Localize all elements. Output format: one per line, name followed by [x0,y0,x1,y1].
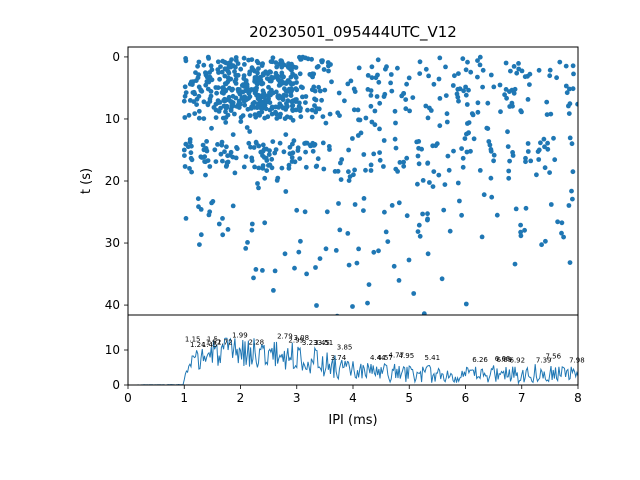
svg-text:5: 5 [405,391,413,405]
svg-text:1.24: 1.24 [190,341,206,349]
svg-text:0: 0 [124,391,132,405]
svg-text:7.39: 7.39 [536,357,552,365]
svg-text:4.44: 4.44 [370,354,386,362]
svg-text:6.69: 6.69 [497,356,513,364]
svg-text:40: 40 [105,298,120,312]
svg-text:6: 6 [462,391,470,405]
svg-text:8: 8 [574,391,582,405]
svg-text:20: 20 [105,174,120,188]
peak-annotations: 1.151.241.451.51.521.721.992.282.792.993… [185,331,585,364]
svg-text:1.72: 1.72 [217,338,233,346]
ipi-line [128,337,578,385]
svg-text:4.57: 4.57 [377,354,393,362]
svg-text:0: 0 [112,378,120,392]
svg-text:3.08: 3.08 [294,334,310,342]
svg-text:3.45: 3.45 [314,339,330,347]
svg-text:3.74: 3.74 [331,354,347,362]
svg-text:6.92: 6.92 [510,356,526,364]
svg-text:3.51: 3.51 [318,339,334,347]
svg-text:4: 4 [349,391,357,405]
svg-text:2: 2 [237,391,245,405]
svg-text:6.26: 6.26 [472,356,488,364]
figure-title: 20230501_095444UTC_V12 [249,23,457,42]
svg-text:1.99: 1.99 [232,331,248,339]
svg-text:5.41: 5.41 [425,354,441,362]
svg-text:1.52: 1.52 [206,338,222,346]
svg-text:4.95: 4.95 [399,352,415,360]
svg-text:7.98: 7.98 [569,357,585,365]
svg-text:30: 30 [105,236,120,250]
scatter-points [181,54,578,315]
svg-text:2.28: 2.28 [249,338,265,346]
svg-text:1.5: 1.5 [207,336,218,344]
svg-text:1.15: 1.15 [185,336,201,344]
svg-text:3.23: 3.23 [302,339,318,347]
x-axis-label: IPI (ms) [328,413,377,428]
svg-text:7: 7 [518,391,526,405]
axis-ticks: 0 1 2 3 4 5 6 7 8 0 10 20 30 40 0 10 [105,50,582,405]
svg-text:10: 10 [105,343,120,357]
svg-text:6.66: 6.66 [495,355,511,363]
svg-text:1.45: 1.45 [202,341,218,349]
svg-text:2.99: 2.99 [288,337,304,345]
svg-text:1: 1 [180,391,188,405]
svg-text:4.77: 4.77 [389,351,405,359]
svg-text:3: 3 [293,391,301,405]
svg-text:3.85: 3.85 [337,343,353,351]
svg-text:2.79: 2.79 [277,332,293,340]
y-axis-label: t (s) [79,168,94,194]
svg-text:0: 0 [112,50,120,64]
svg-text:10: 10 [105,112,120,126]
svg-text:7.56: 7.56 [546,352,562,360]
